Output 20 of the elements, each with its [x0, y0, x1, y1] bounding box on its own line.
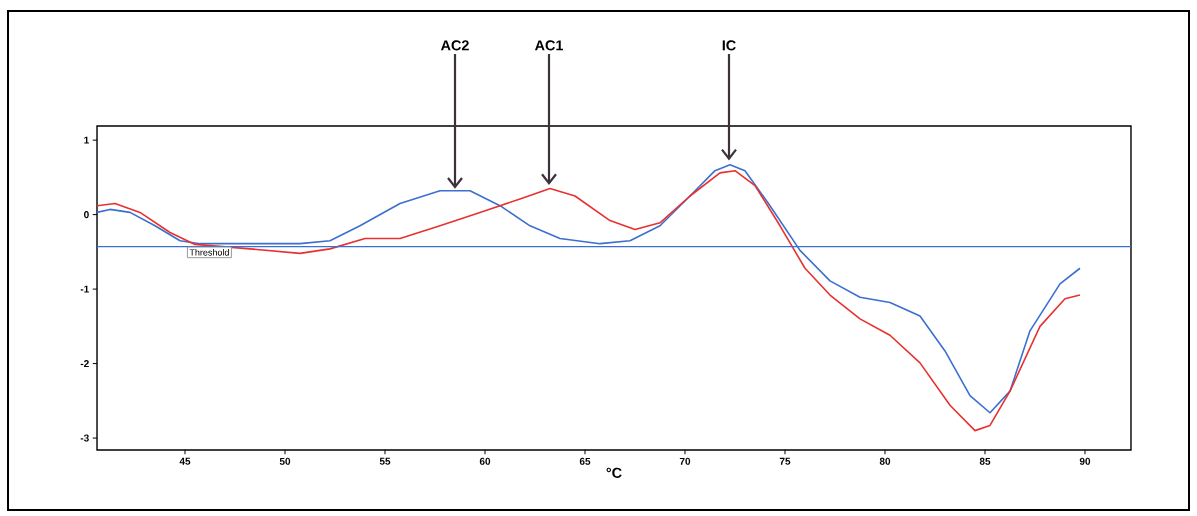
ref-line-label: Threshold — [189, 249, 229, 256]
y-tick-label: 0 — [84, 211, 89, 219]
x-tick-label: 70 — [679, 457, 691, 465]
annotation: AC2 — [440, 40, 469, 51]
x-axis-title: °C — [606, 467, 622, 478]
annotation: IC — [722, 40, 736, 51]
x-tick-label: 90 — [1079, 457, 1091, 465]
x-tick-label: 75 — [779, 457, 791, 465]
y-tick-label: -1 — [80, 285, 89, 293]
x-tick-label: 85 — [979, 457, 991, 465]
y-tick-label: 1 — [84, 136, 89, 144]
annotation: AC1 — [534, 40, 563, 51]
x-tick-label: 50 — [279, 457, 291, 465]
x-tick-label: 80 — [879, 457, 891, 465]
x-tick-label: 65 — [579, 457, 591, 465]
x-tick-label: 55 — [379, 457, 391, 465]
y-tick-label: -2 — [80, 360, 89, 368]
x-tick-label: 60 — [479, 457, 491, 465]
y-tick-label: -3 — [80, 434, 89, 442]
x-tick-label: 45 — [179, 457, 191, 465]
